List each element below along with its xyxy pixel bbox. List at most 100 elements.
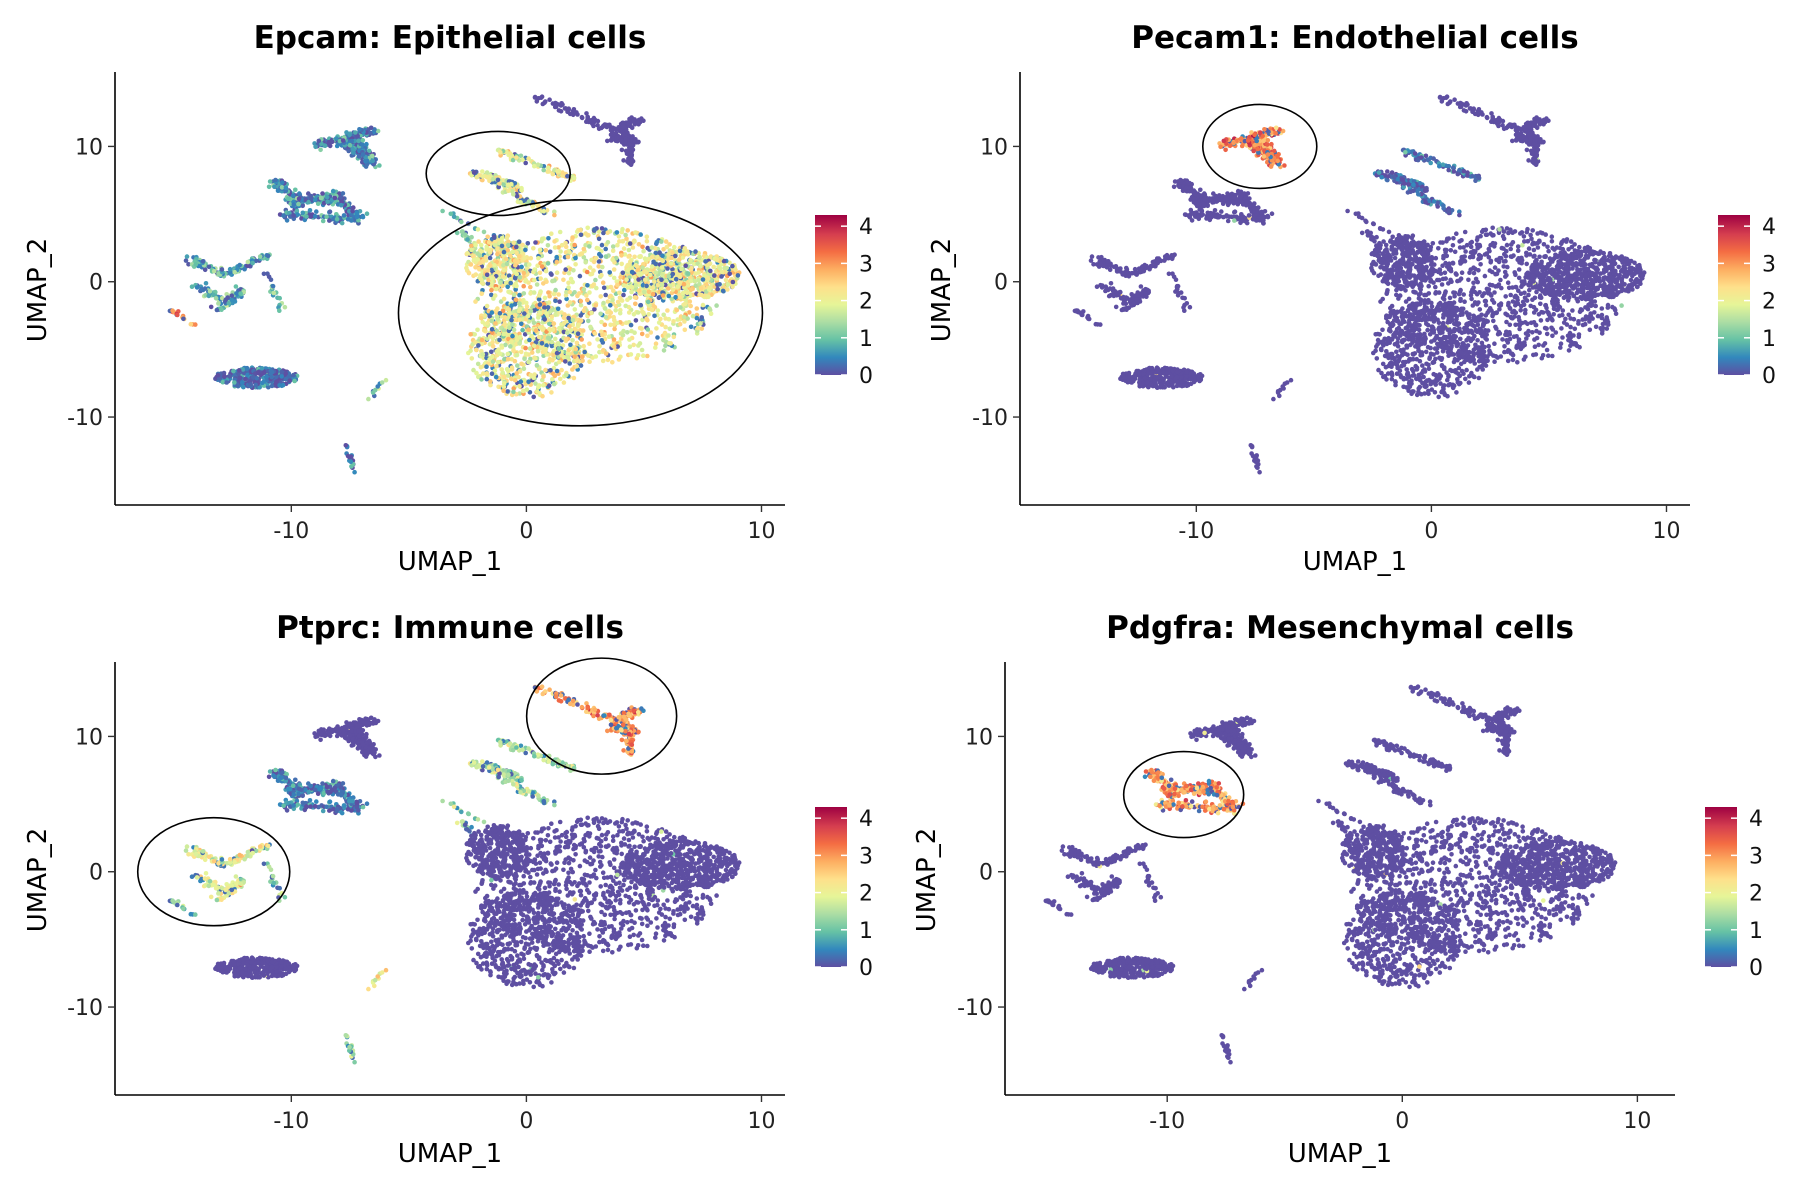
- cell-point: [669, 255, 674, 261]
- cell-point: [708, 268, 713, 274]
- y-tick-label: 0: [89, 271, 103, 296]
- cell-point: [565, 173, 570, 179]
- cell-point: [338, 195, 344, 200]
- cell-point: [610, 248, 616, 253]
- cell-point: [619, 253, 624, 258]
- cell-point: [1524, 138, 1529, 143]
- cell-point: [318, 195, 324, 201]
- cell-point: [725, 287, 730, 292]
- cell-point: [489, 276, 495, 281]
- cell-point: [364, 211, 370, 216]
- cell-point: [570, 317, 576, 323]
- cell-point: [644, 283, 649, 289]
- cell-point: [536, 385, 541, 390]
- cell-point: [183, 258, 189, 263]
- cell-point: [727, 271, 732, 277]
- cell-point: [688, 259, 693, 265]
- cell-point: [683, 263, 688, 269]
- cell-point: [595, 123, 600, 128]
- cell-point: [540, 236, 545, 242]
- cell-point: [608, 127, 614, 133]
- cell-point: [600, 280, 606, 286]
- cell-point: [617, 290, 622, 296]
- cell-point: [350, 208, 355, 214]
- cell-point: [508, 344, 513, 349]
- cell-point: [497, 181, 502, 186]
- cell-point: [566, 107, 571, 112]
- cell-point: [1252, 142, 1258, 148]
- cell-point: [610, 257, 615, 263]
- cell-point: [566, 315, 571, 321]
- cell-point: [350, 146, 356, 152]
- cell-point: [245, 259, 251, 265]
- cell-point: [519, 264, 524, 270]
- cell-point: [547, 249, 553, 255]
- cell-point: [553, 287, 558, 293]
- cell-point: [641, 353, 646, 359]
- cell-point: [700, 277, 706, 282]
- cell-point: [1444, 94, 1450, 99]
- cell-point: [356, 138, 361, 144]
- cell-point: [505, 306, 511, 312]
- cell-point: [1476, 175, 1482, 181]
- cluster-left-upper: [312, 125, 382, 170]
- cell-point: [608, 132, 614, 138]
- cell-point: [487, 255, 493, 261]
- cell-point: [705, 276, 711, 281]
- cell-point: [660, 253, 665, 258]
- cell-point: [528, 308, 534, 314]
- cell-point: [265, 253, 271, 259]
- cell-point: [225, 295, 230, 300]
- cell-point: [1445, 101, 1451, 107]
- cell-point: [292, 378, 297, 384]
- cell-point: [707, 306, 712, 311]
- cell-point: [579, 251, 584, 256]
- cell-point: [621, 158, 626, 163]
- cell-point: [643, 269, 649, 275]
- cell-point: [615, 282, 620, 288]
- cell-point: [565, 254, 571, 260]
- cell-point: [505, 356, 511, 362]
- cell-point: [584, 119, 589, 124]
- cell-point: [583, 260, 588, 265]
- cell-point: [592, 227, 597, 232]
- cell-point: [537, 310, 543, 316]
- cell-point: [633, 318, 639, 323]
- colorbar-tick-label: 2: [859, 290, 873, 315]
- cell-point: [526, 359, 531, 365]
- cell-point: [554, 368, 560, 374]
- cell-point: [1255, 146, 1260, 152]
- points-layer: [1072, 94, 1647, 475]
- cell-point: [532, 95, 538, 100]
- cell-point: [537, 302, 543, 307]
- cell-point: [1411, 188, 1416, 194]
- cell-point: [277, 212, 283, 217]
- cluster-bottom-left: [213, 365, 300, 391]
- cell-point: [613, 308, 618, 313]
- cell-point: [503, 256, 509, 262]
- cell-point: [513, 297, 519, 303]
- cell-point: [219, 307, 224, 313]
- colorbar-tick-label: 1: [859, 327, 873, 352]
- cell-point: [170, 308, 175, 314]
- cell-point: [633, 283, 639, 288]
- cell-point: [645, 353, 650, 359]
- cell-point: [650, 285, 656, 290]
- cell-point: [476, 239, 481, 244]
- cell-point: [331, 216, 336, 222]
- cell-point: [688, 278, 694, 284]
- cell-point: [587, 244, 592, 249]
- cell-point: [688, 266, 694, 272]
- cell-point: [610, 360, 615, 365]
- cell-point: [599, 226, 605, 231]
- cell-point: [1507, 123, 1512, 128]
- cell-point: [549, 231, 554, 236]
- cluster-mid-small2: [366, 377, 389, 402]
- cell-point: [482, 313, 488, 318]
- cell-point: [489, 349, 494, 355]
- cell-point: [631, 118, 636, 123]
- cell-point: [735, 273, 741, 278]
- cell-point: [677, 295, 683, 300]
- cell-point: [266, 184, 272, 190]
